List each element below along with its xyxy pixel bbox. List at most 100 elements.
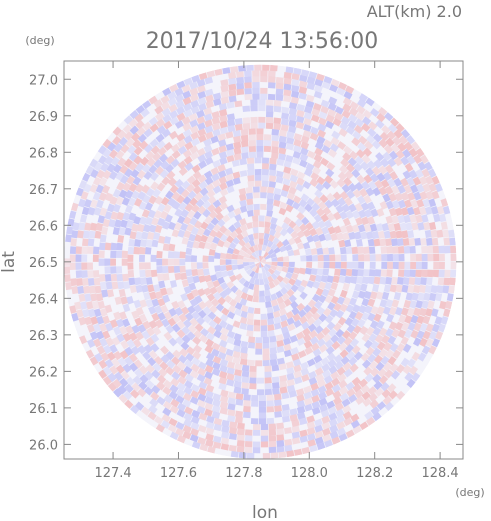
radar-cell [333,225,342,234]
radar-cell [176,194,185,204]
radar-cell [217,296,226,306]
radar-cell [339,190,349,200]
radar-cell [154,415,164,425]
radar-cell [291,425,300,433]
radar-cell [102,330,111,340]
radar-cell [189,317,199,327]
radar-cell [372,347,382,357]
radar-cell [246,330,254,337]
radar-cell [282,276,290,285]
radar-cell [202,314,212,324]
radar-cell [339,210,348,220]
radar-cell [419,322,428,332]
radar-cell [397,214,405,224]
radar-cell [219,358,229,367]
radar-cell [262,359,270,367]
radar-cell [290,300,299,310]
radar-cell [104,266,111,274]
radar-cell [225,253,233,260]
radar-cell [253,209,260,216]
radar-cell [211,411,221,419]
radar-cell [161,107,171,117]
radar-cell [333,211,342,221]
radar-cell [332,117,342,127]
radar-cell [157,203,166,213]
radar-cell [365,97,375,107]
radar-cell [148,195,157,205]
radar-cell [252,227,259,234]
radar-cell [85,165,95,175]
radar-cell [152,326,162,336]
radar-cell [237,422,245,430]
x-unit-label: (deg) [455,486,484,499]
radar-cell [180,222,189,232]
radar-cell [422,315,431,325]
radar-cell [361,391,371,401]
radar-cell [287,267,295,274]
radar-cell [227,305,237,314]
radar-cell [264,283,271,291]
radar-cell [140,108,150,118]
radar-cell [98,369,108,380]
radar-cell [256,261,261,268]
radar-cell [348,113,358,123]
radar-cell [110,273,118,282]
radar-cell [300,255,307,262]
radar-cell [145,379,155,389]
radar-cell [304,346,314,355]
radar-cell [268,446,277,453]
radar-cell [440,221,448,230]
radar-cell [403,269,411,278]
radar-cell [400,191,410,201]
radar-cell [260,203,267,210]
radar-cell [220,389,229,397]
radar-cell [317,219,327,229]
radar-cell [230,285,239,294]
radar-cell [185,269,193,277]
radar-cell [319,403,329,413]
radar-cell [366,134,376,144]
radar-cell [90,222,98,231]
radar-cell [313,153,323,163]
radar-cell [198,241,206,249]
radar-cell [263,233,270,240]
radar-cell [353,124,364,134]
radar-cell [342,282,350,292]
radar-cell [262,64,270,71]
radar-cell [99,207,108,217]
radar-cell [367,127,377,138]
radar-cell [205,183,215,192]
radar-cell [331,436,341,445]
radar-cell [219,233,228,242]
radar-cell [244,429,253,436]
radar-cell [228,224,237,233]
radar-cell [292,313,301,322]
radar-cell [141,284,149,293]
radar-cell [265,122,274,130]
radar-cell [201,193,210,203]
radar-cell [349,363,359,373]
radar-cell [370,208,379,218]
radar-cell [356,195,366,205]
radar-cell [117,281,125,290]
radar-cell [306,261,313,269]
radar-cell [368,269,376,277]
radar-cell [281,403,290,411]
radar-cell [75,187,84,197]
radar-cell [248,145,256,153]
radar-cell [415,269,422,278]
radar-cell [98,258,105,266]
radar-cell [198,160,208,169]
radar-cell [306,415,315,424]
radar-cell [155,381,166,391]
radar-cell [377,230,385,239]
radar-cell [219,225,228,234]
radar-cell [211,348,220,357]
radar-cell [259,261,262,268]
radar-cell [307,433,316,441]
radar-cell [198,412,208,421]
radar-cell [301,216,310,226]
radar-cell [192,336,202,346]
radar-cell [178,369,188,379]
radar-cell [403,245,411,254]
